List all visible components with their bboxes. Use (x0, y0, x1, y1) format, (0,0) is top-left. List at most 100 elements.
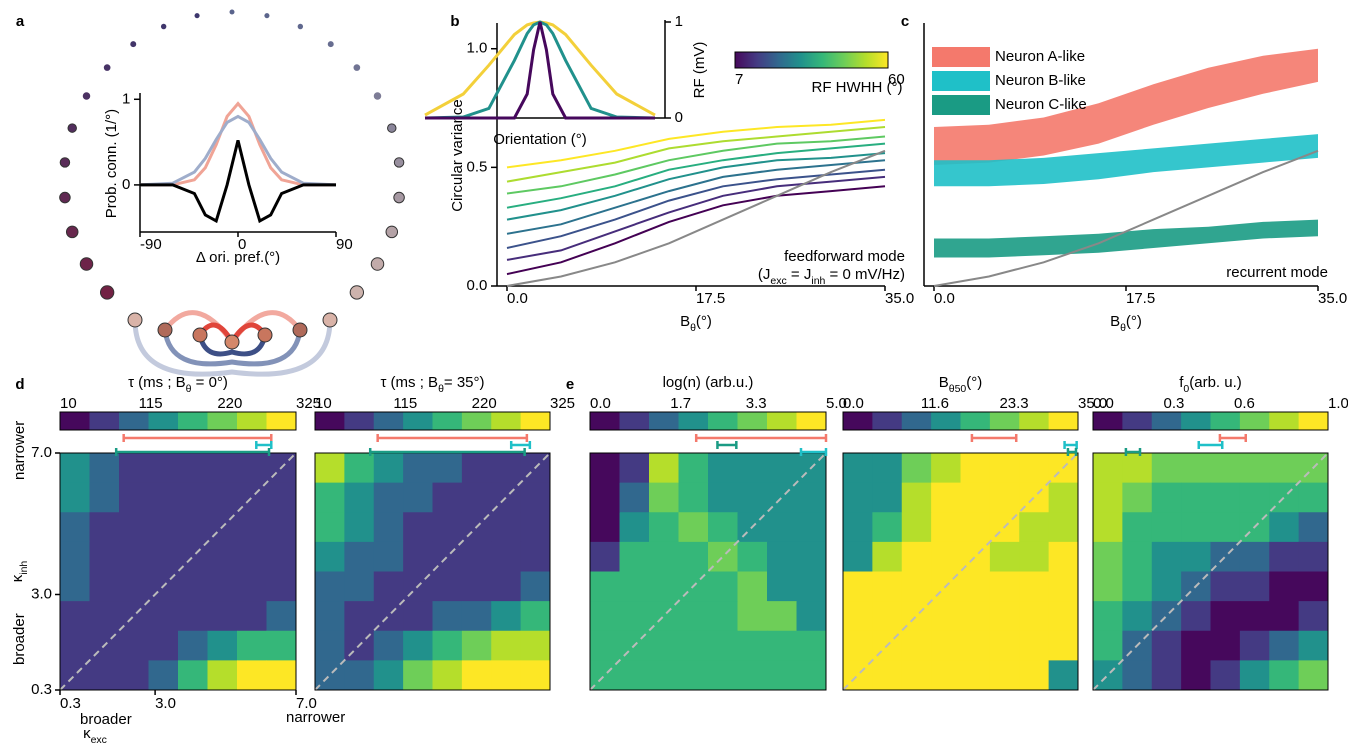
heatmap-cell (931, 541, 961, 572)
legend-swatch (932, 95, 990, 115)
heatmap-cell (1210, 601, 1241, 632)
heatmap-cell (148, 541, 179, 572)
heatmap-cell (649, 482, 679, 513)
annotation: recurrent mode (1226, 264, 1328, 281)
x-tick-label: -90 (140, 236, 162, 253)
colorbar-frame (59, 411, 297, 431)
heatmap-cell (796, 541, 827, 572)
heatmap-cell (737, 453, 768, 484)
x-tick-label: 0.3 (60, 695, 81, 712)
heatmap-cell (1298, 482, 1329, 513)
legend-label: Neuron A-like (995, 48, 1085, 65)
colorbar-tick-label: 35.0 (1078, 395, 1107, 412)
heatmap-cell (520, 571, 551, 602)
heatmap-cell (520, 482, 551, 513)
colorbar-block (207, 412, 238, 430)
colorbar-block (960, 412, 991, 430)
heatmap-cell (148, 601, 179, 632)
x-axis-label-part: exc (91, 734, 107, 746)
heatmap-cell (901, 512, 932, 543)
heatmap-cell (843, 601, 873, 632)
heatmap-cell (1269, 453, 1300, 484)
heatmap-cell (1019, 660, 1050, 691)
heatmap-cell (237, 541, 267, 572)
colorbar-label: RF HWHH (°) (812, 79, 903, 96)
band (934, 219, 1318, 258)
heatmap-cell (619, 660, 650, 691)
neuron-dot (99, 285, 115, 300)
heatmap-cell (119, 630, 149, 661)
heatmap-cell (590, 482, 620, 513)
x-axis-label: Orientation (°) (493, 131, 587, 148)
heatmap-cell (1210, 512, 1241, 543)
heatmap-cell (737, 482, 768, 513)
line (506, 135, 886, 195)
legend-swatch (932, 71, 990, 91)
x-axis-label: Δ ori. pref.(°) (196, 249, 280, 266)
heatmap-cell (207, 601, 238, 632)
band (934, 134, 1318, 187)
heatmap-cell (1210, 660, 1241, 691)
colorbar-block (344, 412, 375, 430)
neuron-dot (292, 322, 308, 338)
heatmap-cell (178, 601, 208, 632)
heatmap-cell (1151, 541, 1182, 572)
heatmap-cell (1269, 541, 1300, 572)
heatmap-cell (207, 541, 238, 572)
error-bar (716, 441, 738, 449)
colorbar-tick-label: 220 (472, 395, 497, 412)
heatmap-cell (344, 512, 375, 543)
heatmap-cell (843, 453, 873, 484)
colorbar-block (148, 412, 179, 430)
x-tick-label: 7.0 (296, 695, 317, 712)
heatmap-cell (1298, 660, 1329, 691)
heatmap-cell (767, 512, 797, 543)
chart-title-part: f (1179, 374, 1184, 391)
heatmap-cell (590, 601, 620, 632)
y-axis-label: Prob. conn. (1/°) (103, 109, 120, 218)
error-bar (1218, 434, 1247, 442)
heatmap-cell (1269, 630, 1300, 661)
heatmap-cell (901, 660, 932, 691)
heatmap-cell (207, 453, 238, 484)
y-tick-label: 0 (675, 109, 683, 126)
heatmap-cell (1298, 541, 1329, 572)
colorbar-block (737, 412, 768, 430)
heatmap-cell (1019, 571, 1050, 602)
x-tick-label: 17.5 (696, 290, 725, 307)
error-bar (509, 441, 532, 449)
heatmap-cell (1151, 512, 1182, 543)
neuron-dot (82, 92, 91, 100)
colorbar-block (119, 412, 149, 430)
line (506, 118, 886, 169)
heatmap-cell (237, 453, 267, 484)
y-tick-label: 7.0 (31, 444, 52, 461)
heatmap-cell (960, 630, 991, 661)
y-tick-label: 3.0 (31, 585, 52, 602)
neuron-dot (160, 23, 167, 30)
annotation-part: = J (787, 266, 812, 283)
heatmap-cell (119, 453, 149, 484)
heatmap-cell (266, 601, 297, 632)
heatmap-cell (1122, 512, 1153, 543)
neuron-dot (370, 257, 385, 271)
heatmap-cell (843, 630, 873, 661)
colorbar-block (520, 412, 551, 430)
panel-label: d (15, 376, 24, 393)
error-bar (1197, 441, 1224, 449)
heatmap-cell (266, 512, 297, 543)
x-tick-label: 35.0 (1318, 290, 1347, 307)
panel-label: e (566, 376, 574, 393)
heatmap-cell (1122, 571, 1153, 602)
chart-title-part: (arb. u.) (1189, 374, 1242, 391)
annotation-part: exc (770, 275, 786, 287)
heatmap-cell (1239, 571, 1270, 602)
heatmap-cell (89, 453, 120, 484)
heatmap-cell (931, 453, 961, 484)
line (425, 21, 655, 120)
heatmap-cell (491, 630, 522, 661)
heatmap-cell (266, 482, 297, 513)
heatmap-cell (590, 453, 620, 484)
neuron-dot (373, 92, 382, 100)
heatmap-cell (901, 453, 932, 484)
